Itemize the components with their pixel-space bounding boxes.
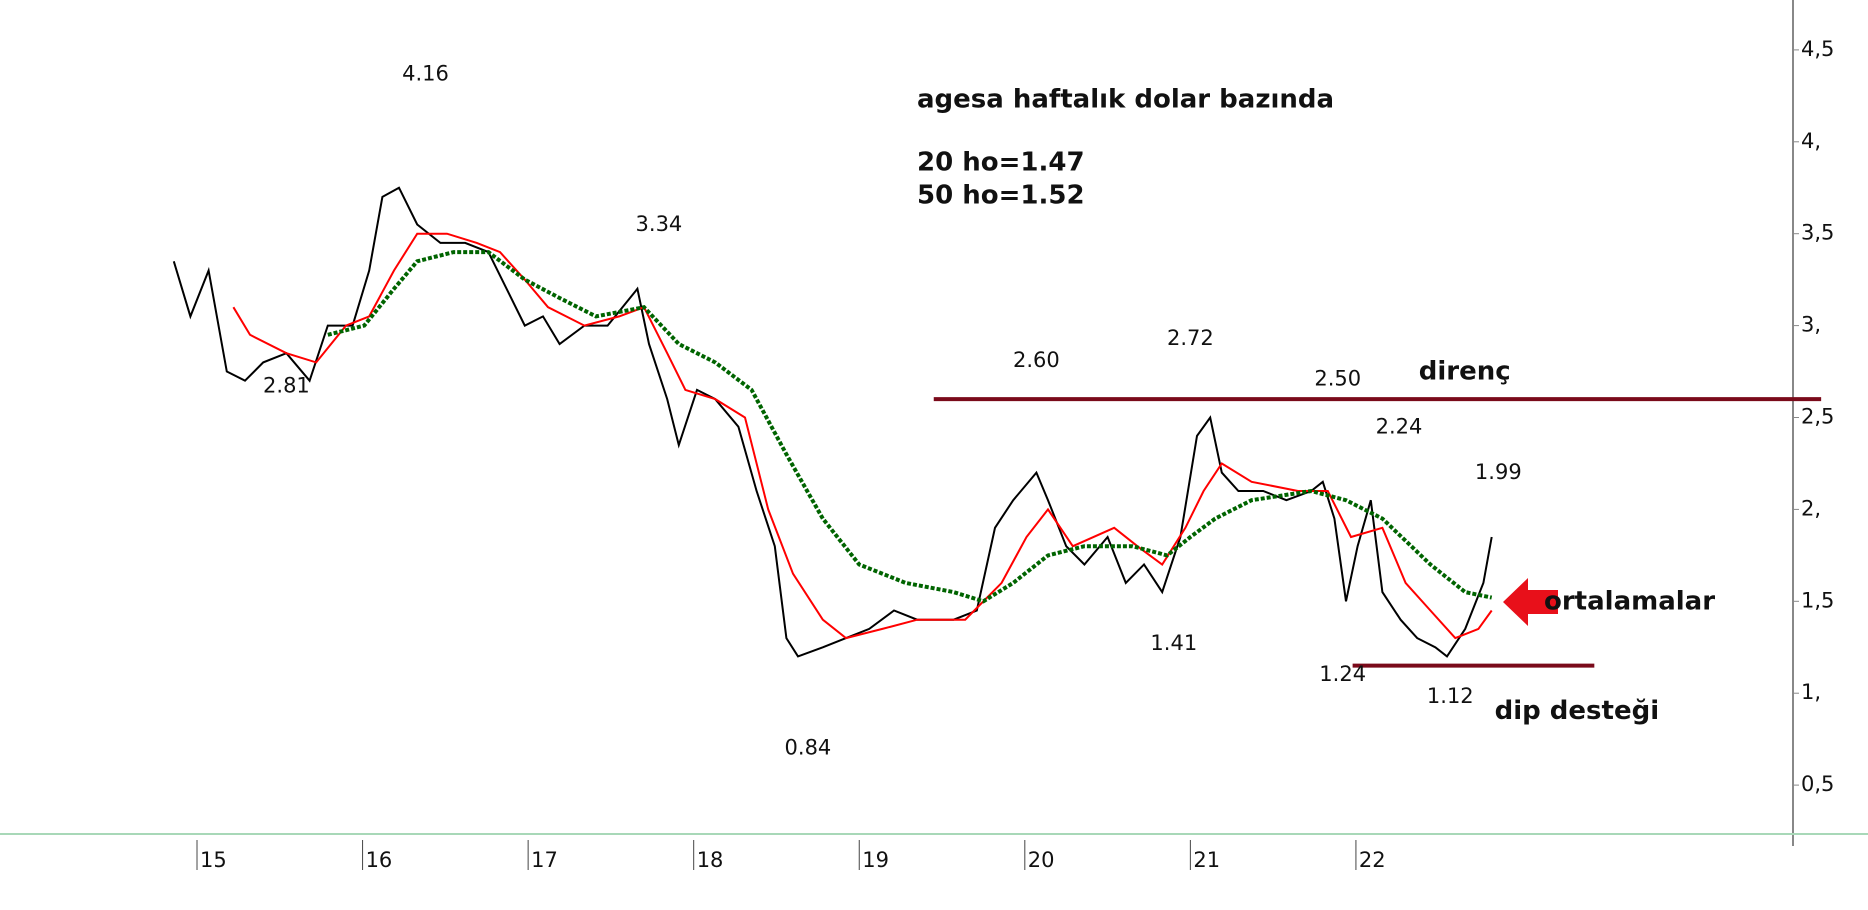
level-label: direnç [1419, 357, 1511, 387]
price-annotation: 0.84 [785, 736, 832, 760]
y-tick-label: 4, [1801, 129, 1821, 153]
y-tick-label: 0,5 [1801, 772, 1834, 796]
y-tick-label: 2,5 [1801, 405, 1834, 429]
price-annotation: 1.24 [1319, 662, 1366, 686]
x-tick-label: 15 [200, 848, 227, 872]
price-annotation: 1.41 [1150, 631, 1197, 655]
y-tick-label: 3, [1801, 313, 1821, 337]
moving-average [232, 232, 1493, 640]
arrow-label: ortalamalar [1544, 587, 1715, 617]
chart-title: agesa haftalık dolar bazında [917, 85, 1334, 115]
y-tick-label: 4,5 [1801, 37, 1834, 61]
y-tick-label: 3,5 [1801, 221, 1834, 245]
price-annotation: 1.12 [1427, 684, 1474, 708]
y-tick-label: 1,5 [1801, 588, 1834, 612]
level-label: dip desteği [1495, 696, 1660, 726]
price-annotation: 3.34 [636, 212, 683, 236]
price-annotation: 2.81 [263, 374, 310, 398]
x-tick-label: 21 [1193, 848, 1220, 872]
arrow [1503, 578, 1558, 626]
price-annotation: 2.60 [1013, 348, 1060, 372]
x-tick-label: 20 [1028, 848, 1055, 872]
x-tick-label: 19 [862, 848, 889, 872]
x-tick-label: 16 [366, 848, 393, 872]
y-tick-label: 2, [1801, 496, 1821, 520]
x-tick-label: 17 [531, 848, 558, 872]
price-annotation: 2.50 [1314, 367, 1361, 391]
subtitle-line: 20 ho=1.47 [917, 148, 1085, 178]
price-annotation: 2.72 [1167, 326, 1214, 350]
subtitle-line: 50 ho=1.52 [917, 181, 1085, 211]
price-annotation: 2.24 [1376, 414, 1423, 438]
x-tick-label: 18 [697, 848, 724, 872]
price-annotation: 4.16 [402, 61, 449, 85]
price-line [172, 186, 1493, 658]
y-tick-label: 1, [1801, 680, 1821, 704]
price-annotation: 1.99 [1475, 460, 1522, 484]
x-tick-label: 22 [1359, 848, 1386, 872]
moving-average [327, 250, 1493, 604]
